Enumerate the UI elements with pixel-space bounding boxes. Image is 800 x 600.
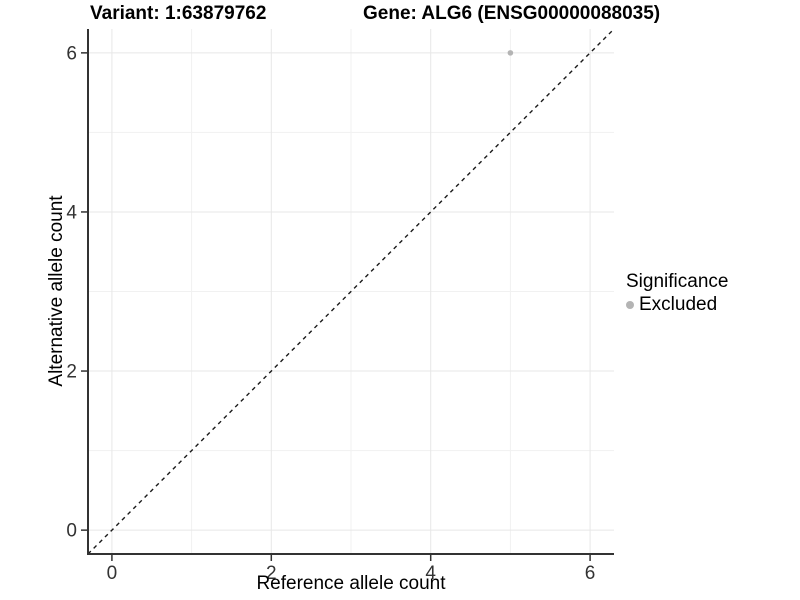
x-tick-label: 6 bbox=[585, 563, 596, 584]
x-axis-title: Reference allele count bbox=[256, 573, 446, 594]
identity-line bbox=[87, 28, 615, 555]
legend-item-label: Excluded bbox=[639, 294, 718, 315]
legend-item-excluded: Excluded bbox=[626, 294, 728, 315]
x-tick-label: 2 bbox=[266, 563, 277, 584]
y-tick-label: 4 bbox=[66, 202, 77, 223]
x-tick-label: 0 bbox=[107, 563, 118, 584]
x-tick-label: 4 bbox=[425, 563, 436, 584]
y-tick-label: 0 bbox=[66, 521, 77, 542]
plot-title-variant: Variant: 1:63879762 bbox=[90, 3, 267, 24]
y-axis-title: Alternative allele count bbox=[46, 195, 67, 387]
legend: Significance Excluded bbox=[626, 271, 728, 315]
data-point bbox=[507, 50, 514, 56]
plot-title-gene: Gene: ALG6 (ENSG00000088035) bbox=[363, 3, 661, 24]
y-tick-label: 6 bbox=[66, 43, 77, 64]
legend-title: Significance bbox=[626, 271, 729, 292]
legend-point-icon bbox=[626, 300, 634, 309]
y-tick-label: 2 bbox=[66, 362, 77, 383]
